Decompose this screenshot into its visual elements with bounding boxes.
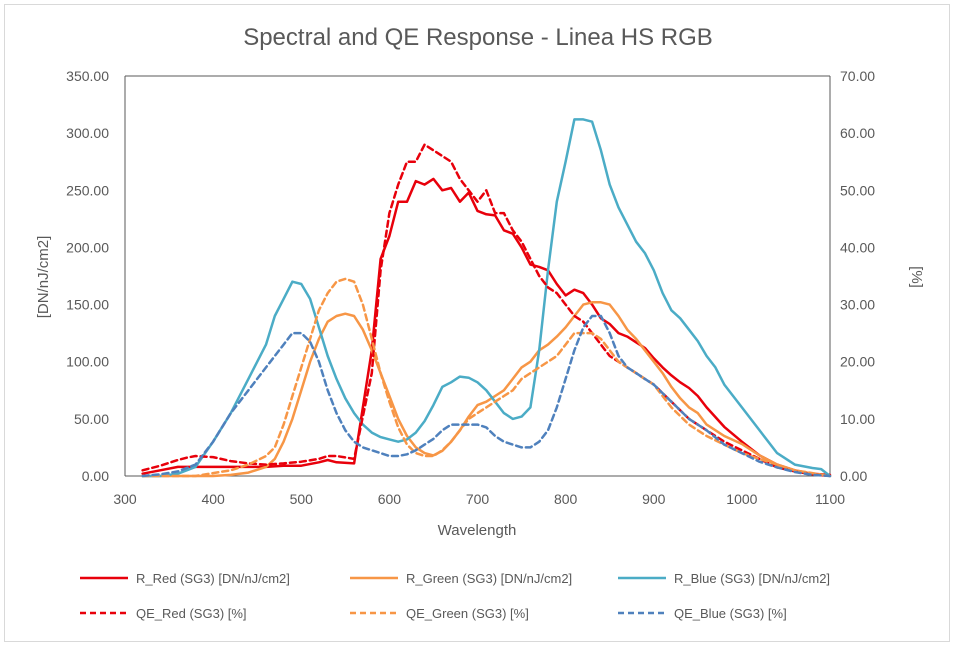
x-tick-label: 300 bbox=[113, 491, 137, 507]
series-line-3 bbox=[141, 118, 832, 478]
y-right-tick-label: 0.00 bbox=[840, 468, 867, 484]
y-left-tick-label: 0.00 bbox=[82, 468, 109, 484]
y-right-tick-label: 10.00 bbox=[840, 411, 875, 427]
y-right-axis-label: [%] bbox=[908, 266, 925, 288]
x-tick-label: 800 bbox=[554, 491, 578, 507]
y-left-tick-label: 350.00 bbox=[66, 68, 109, 84]
series-line-4 bbox=[141, 143, 832, 478]
y-right-tick-label: 30.00 bbox=[840, 297, 875, 313]
y-right-tick-label: 20.00 bbox=[840, 354, 875, 370]
series-line-5 bbox=[141, 277, 832, 478]
legend-label: R_Green (SG3) [DN/nJ/cm2] bbox=[406, 571, 572, 586]
y-right-tick-label: 60.00 bbox=[840, 125, 875, 141]
tick-labels: 300 400 500 600 700 800 900 1000 1100 0.00 50.00 10… bbox=[66, 68, 875, 507]
series-line-6 bbox=[141, 314, 832, 478]
series-layer bbox=[141, 118, 832, 478]
x-tick-label: 500 bbox=[290, 491, 314, 507]
chart-frame bbox=[4, 4, 950, 642]
y-left-tick-label: 150.00 bbox=[66, 297, 109, 313]
x-tick-label: 1000 bbox=[726, 491, 757, 507]
x-tick-label: 700 bbox=[466, 491, 490, 507]
chart-title: Spectral and QE Response - Linea HS RGB bbox=[243, 24, 713, 51]
legend-label: QE_Blue (SG3) [%] bbox=[674, 606, 787, 621]
y-left-tick-label: 250.00 bbox=[66, 182, 109, 198]
x-tick-label: 1100 bbox=[815, 491, 845, 507]
x-tick-label: 900 bbox=[642, 491, 666, 507]
y-left-tick-label: 100.00 bbox=[66, 354, 109, 370]
legend-label: QE_Green (SG3) [%] bbox=[406, 606, 529, 621]
y-right-tick-label: 70.00 bbox=[840, 68, 875, 84]
legend-label: R_Red (SG3) [DN/nJ/cm2] bbox=[136, 571, 290, 586]
y-right-tick-label: 50.00 bbox=[840, 182, 875, 198]
series-line-2 bbox=[141, 301, 832, 478]
y-left-tick-label: 50.00 bbox=[74, 411, 109, 427]
x-axis-label: Wavelength bbox=[438, 522, 517, 539]
y-right-tick-label: 40.00 bbox=[840, 239, 875, 255]
y-left-axis-label: [DN/nJ/cm2] bbox=[35, 236, 52, 319]
y-left-tick-label: 200.00 bbox=[66, 239, 109, 255]
x-tick-label: 600 bbox=[378, 491, 402, 507]
series-line-1 bbox=[141, 177, 832, 477]
legend-label: R_Blue (SG3) [DN/nJ/cm2] bbox=[674, 571, 830, 586]
legend-label: QE_Red (SG3) [%] bbox=[136, 606, 247, 621]
y-left-tick-label: 300.00 bbox=[66, 125, 109, 141]
legend: R_Red (SG3) [DN/nJ/cm2] R_Green (SG3) [DN… bbox=[80, 571, 830, 621]
x-tick-label: 400 bbox=[201, 491, 225, 507]
axes bbox=[124, 75, 831, 477]
